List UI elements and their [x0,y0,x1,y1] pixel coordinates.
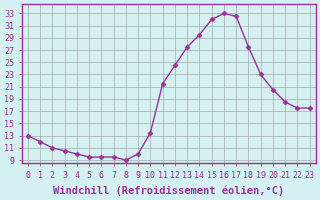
X-axis label: Windchill (Refroidissement éolien,°C): Windchill (Refroidissement éolien,°C) [53,185,284,196]
